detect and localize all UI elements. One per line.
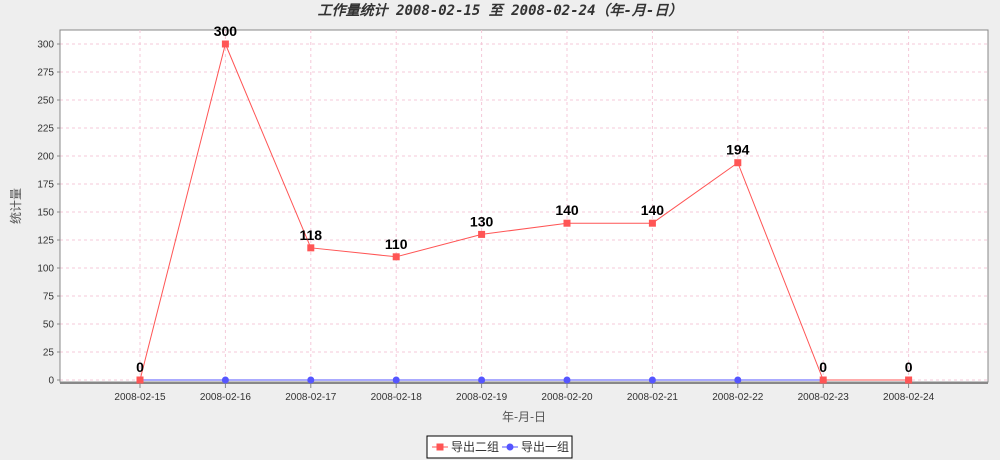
y-tick-label: 100: [37, 264, 54, 275]
data-point: [905, 376, 913, 384]
data-point: [819, 376, 827, 384]
y-axis-label: 统计量: [9, 188, 23, 224]
data-label: 194: [726, 142, 750, 158]
x-tick-label: 2008-02-17: [285, 392, 337, 403]
axes: [59, 30, 988, 384]
x-tick-label: 2008-02-21: [627, 392, 679, 403]
data-label: 300: [214, 23, 238, 39]
legend-label: 导出一组: [521, 440, 569, 454]
x-tick-label: 2008-02-16: [200, 392, 252, 403]
x-tick-label: 2008-02-24: [883, 392, 935, 403]
legend-box: [426, 435, 573, 459]
data-point: [221, 40, 229, 48]
x-tick-label: 2008-02-23: [798, 392, 850, 403]
y-tick-label: 0: [48, 376, 54, 387]
x-tick-label: 2008-02-18: [371, 392, 423, 403]
data-point: [478, 376, 486, 384]
plot-area: [59, 29, 989, 383]
data-label: 110: [385, 236, 408, 252]
x-tick-label: 2008-02-22: [712, 392, 764, 403]
y-tick-label: 25: [43, 348, 55, 359]
y-tick-label: 225: [37, 124, 54, 135]
data-point: [392, 253, 400, 261]
chart-title: 工作量统计 2008-02-15 至 2008-02-24（年-月-日）: [318, 2, 683, 19]
y-tick-label: 125: [37, 236, 54, 247]
data-label: 0: [819, 359, 827, 375]
y-tick-label: 300: [37, 40, 54, 51]
legend-label: 导出二组: [451, 440, 499, 454]
data-point: [563, 376, 571, 384]
data-label: 0: [905, 359, 913, 375]
y-tick-label: 50: [43, 320, 55, 331]
data-point: [478, 230, 486, 238]
data-label: 0: [136, 359, 144, 375]
y-tick-label: 200: [37, 152, 54, 163]
data-label: 130: [470, 213, 494, 229]
legend-item: 导出一组: [502, 440, 569, 454]
data-point: [563, 219, 571, 227]
data-point: [648, 219, 656, 227]
data-point: [734, 159, 742, 167]
y-tick-label: 275: [37, 68, 54, 79]
series-layer: [136, 40, 913, 384]
x-tick-label: 2008-02-20: [541, 392, 593, 403]
x-tick-labels: 2008-02-15 2008-02-16 2008-02-17 2008-02-18…: [114, 384, 935, 403]
x-tick-label: 2008-02-15: [114, 392, 166, 403]
data-label: 140: [641, 202, 665, 218]
y-tick-label: 150: [37, 208, 54, 219]
data-label: 118: [300, 227, 323, 243]
y-tick-label: 175: [37, 180, 54, 191]
y-tick-label: 250: [37, 96, 54, 107]
data-point: [392, 376, 400, 384]
data-point: [221, 376, 229, 384]
legend-items: 导出二组 导出一组: [432, 440, 569, 454]
legend-item: 导出二组: [432, 440, 499, 454]
data-point: [734, 376, 742, 384]
data-label: 140: [555, 202, 579, 218]
series-line: [139, 42, 909, 381]
y-tick-labels: 0 25 50 75 100 125 150 175 200 225 250 275 300: [37, 40, 60, 387]
legend-marker: [506, 443, 514, 451]
data-point: [136, 376, 144, 384]
data-labels: 0 300 118 110 130 140 140 194 0 0: [136, 23, 913, 375]
x-tick-label: 2008-02-19: [456, 392, 508, 403]
data-point: [307, 376, 315, 384]
legend: 导出二组 导出一组: [426, 435, 573, 459]
x-axis-label: 年-月-日: [502, 410, 546, 424]
legend-marker: [436, 443, 444, 451]
y-tick-label: 75: [43, 292, 55, 303]
data-point: [648, 376, 656, 384]
grid-lines: [60, 30, 988, 382]
data-point: [307, 244, 315, 252]
